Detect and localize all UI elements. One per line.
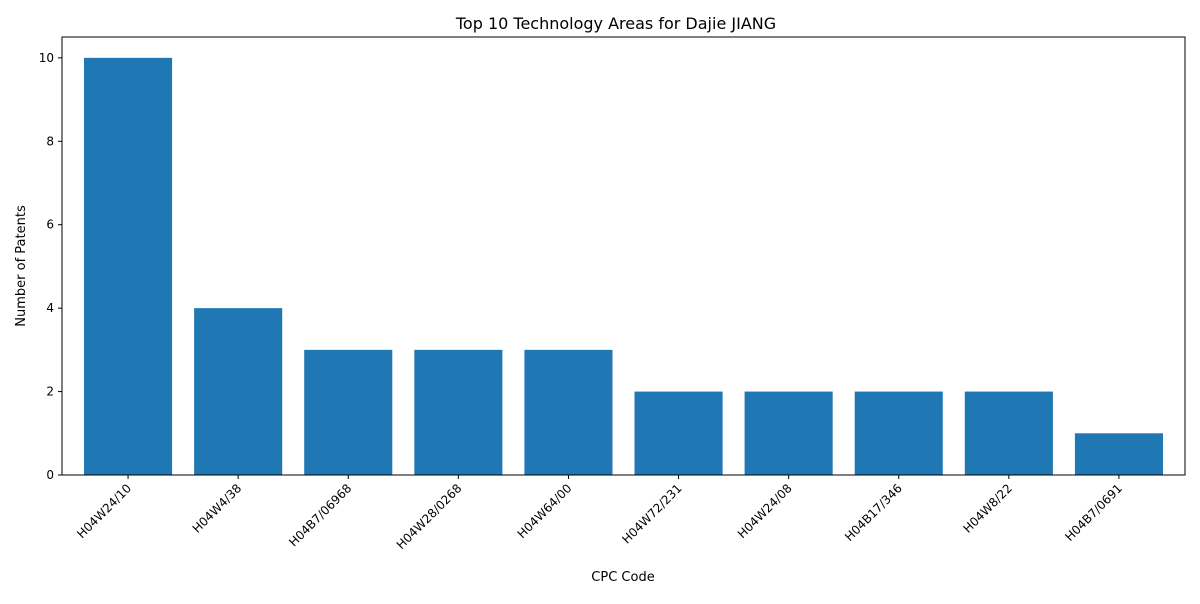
- x-tick-label: H04B7/06968: [286, 481, 354, 549]
- x-tick-label: H04B17/346: [842, 481, 905, 544]
- bars-group: [84, 58, 1163, 475]
- x-tick-label: H04W8/22: [960, 481, 1015, 536]
- x-tick-label: H04W4/38: [190, 481, 245, 536]
- y-tick-label: 10: [39, 51, 54, 65]
- bar-H04W64/00: [524, 350, 612, 475]
- y-tick-label: 8: [46, 134, 54, 148]
- y-tick-label: 0: [46, 468, 54, 482]
- bar-H04W28/0268: [414, 350, 502, 475]
- x-tick-label: H04W72/231: [619, 481, 684, 546]
- bar-H04W24/10: [84, 58, 172, 475]
- x-tick-label: H04B7/0691: [1062, 481, 1125, 544]
- x-tick-label: H04W24/08: [735, 481, 795, 541]
- x-tick-label: H04W64/00: [515, 481, 575, 541]
- x-tick-label: H04W24/10: [74, 481, 134, 541]
- y-axis-label: Number of Patents: [14, 205, 29, 327]
- chart-title: Top 10 Technology Areas for Dajie JIANG: [455, 14, 776, 33]
- bar-H04W72/231: [635, 392, 723, 475]
- bar-H04W4/38: [194, 308, 282, 475]
- bar-H04W24/08: [745, 392, 833, 475]
- x-axis-label: CPC Code: [591, 570, 654, 585]
- bar-H04B7/06968: [304, 350, 392, 475]
- y-tick-label: 4: [46, 301, 54, 315]
- bar-H04B17/346: [855, 392, 943, 475]
- x-axis-ticks: H04W24/10 H04W4/38 H04B7/06968 H04W28/0268 H…: [74, 475, 1125, 552]
- bar-H04W8/22: [965, 392, 1053, 475]
- y-tick-label: 2: [46, 385, 54, 399]
- y-axis-ticks: 0 2 4 6 8 10: [39, 51, 62, 482]
- y-tick-label: 6: [46, 218, 54, 232]
- chart-canvas: Top 10 Technology Areas for Dajie JIANG …: [0, 0, 1200, 600]
- bar-chart: Top 10 Technology Areas for Dajie JIANG …: [0, 0, 1200, 600]
- bar-H04B7/0691: [1075, 433, 1163, 475]
- x-tick-label: H04W28/0268: [394, 481, 465, 552]
